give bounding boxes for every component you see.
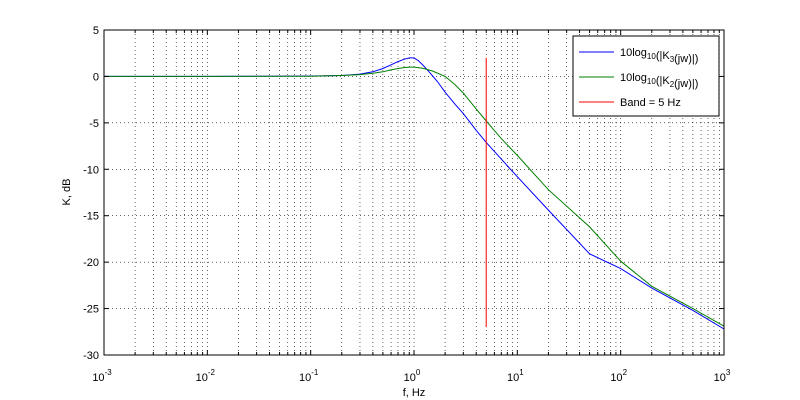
legend-label: Band = 5 Hz [620,97,681,109]
legend-label: 10log10(|K3(jw)|) [620,47,698,65]
x-tick-label: 10-1 [299,368,319,384]
y-tick-label: -10 [83,164,99,176]
y-tick-label: -30 [83,350,99,362]
x-tick-label: 100 [404,368,421,384]
y-tick-label: -20 [83,257,99,269]
legend-box [572,35,720,117]
x-tick-label: 10-3 [92,368,112,384]
y-axis-label: K, dB [61,179,73,206]
series-line-1 [104,57,725,330]
x-tick-label: 102 [610,368,627,384]
legend: 10log10(|K3(jw)|) 10log10(|K2(jw)|) Band =… [572,35,720,117]
y-tick-label: -5 [89,118,99,130]
x-tick-label: 101 [507,368,524,384]
x-axis-label: f, Hz [403,387,426,399]
series-lines [104,57,725,330]
tick-labels: 10-3 10-2 10-1 100 101 102 103 5 0 -5 -10 -15 -20 -25… [83,25,731,384]
series-line-2 [104,66,725,327]
x-tick-label: 10-2 [196,368,216,384]
y-tick-label: 5 [93,25,99,37]
y-tick-label: 0 [93,71,99,83]
x-tick-label: 103 [714,368,731,384]
axis-ticks [103,29,725,356]
y-tick-label: -15 [83,211,99,223]
legend-label: 10log10(|K2(jw)|) [620,72,698,90]
y-tick-label: -25 [83,304,99,316]
